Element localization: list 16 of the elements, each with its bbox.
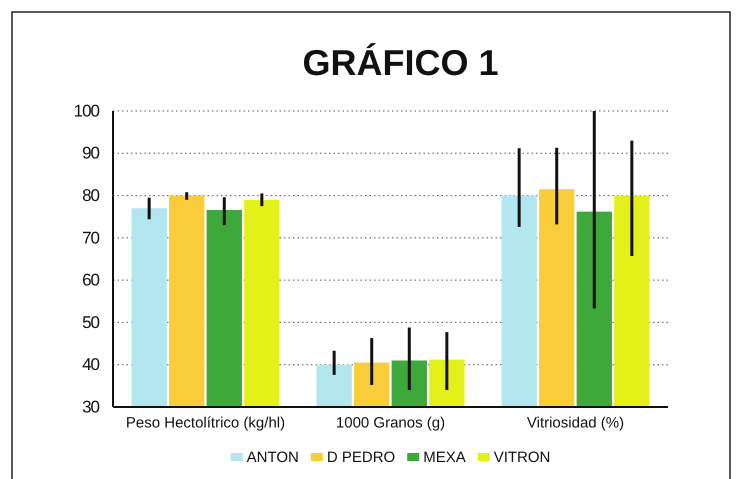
y-tick-label: 80 xyxy=(82,186,100,206)
x-tick-label: 1000 Granos (g) xyxy=(336,414,446,432)
y-tick-label: 40 xyxy=(82,355,100,374)
legend-label: MEXA xyxy=(423,449,466,466)
y-tick-label: 60 xyxy=(82,270,100,290)
legend-label: ANTON xyxy=(246,449,299,466)
legend-label: VITRON xyxy=(494,449,550,466)
y-tick-label: 50 xyxy=(82,312,100,332)
y-tick-label: 70 xyxy=(82,228,100,248)
y-tick-label: 90 xyxy=(82,144,100,163)
x-tick-label: Vitriosidad (%) xyxy=(526,414,624,432)
chart-title: GRÁFICO 1 xyxy=(302,42,499,83)
y-tick-label: 30 xyxy=(82,397,100,416)
legend-label: D PEDRO xyxy=(326,449,396,466)
x-tick-label: Peso Hectolítrico (kg/hl) xyxy=(126,414,286,432)
y-tick-label: 100 xyxy=(74,101,100,120)
